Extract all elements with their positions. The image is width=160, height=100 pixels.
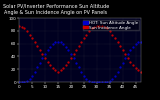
Text: Solar PV/Inverter Performance Sun Altitude Angle & Sun Incidence Angle on PV Pan: Solar PV/Inverter Performance Sun Altitu… [3, 4, 109, 15]
Legend: HOT: Sun Altitude Angle, Sun Incidence Angle: HOT: Sun Altitude Angle, Sun Incidence A… [83, 20, 139, 30]
